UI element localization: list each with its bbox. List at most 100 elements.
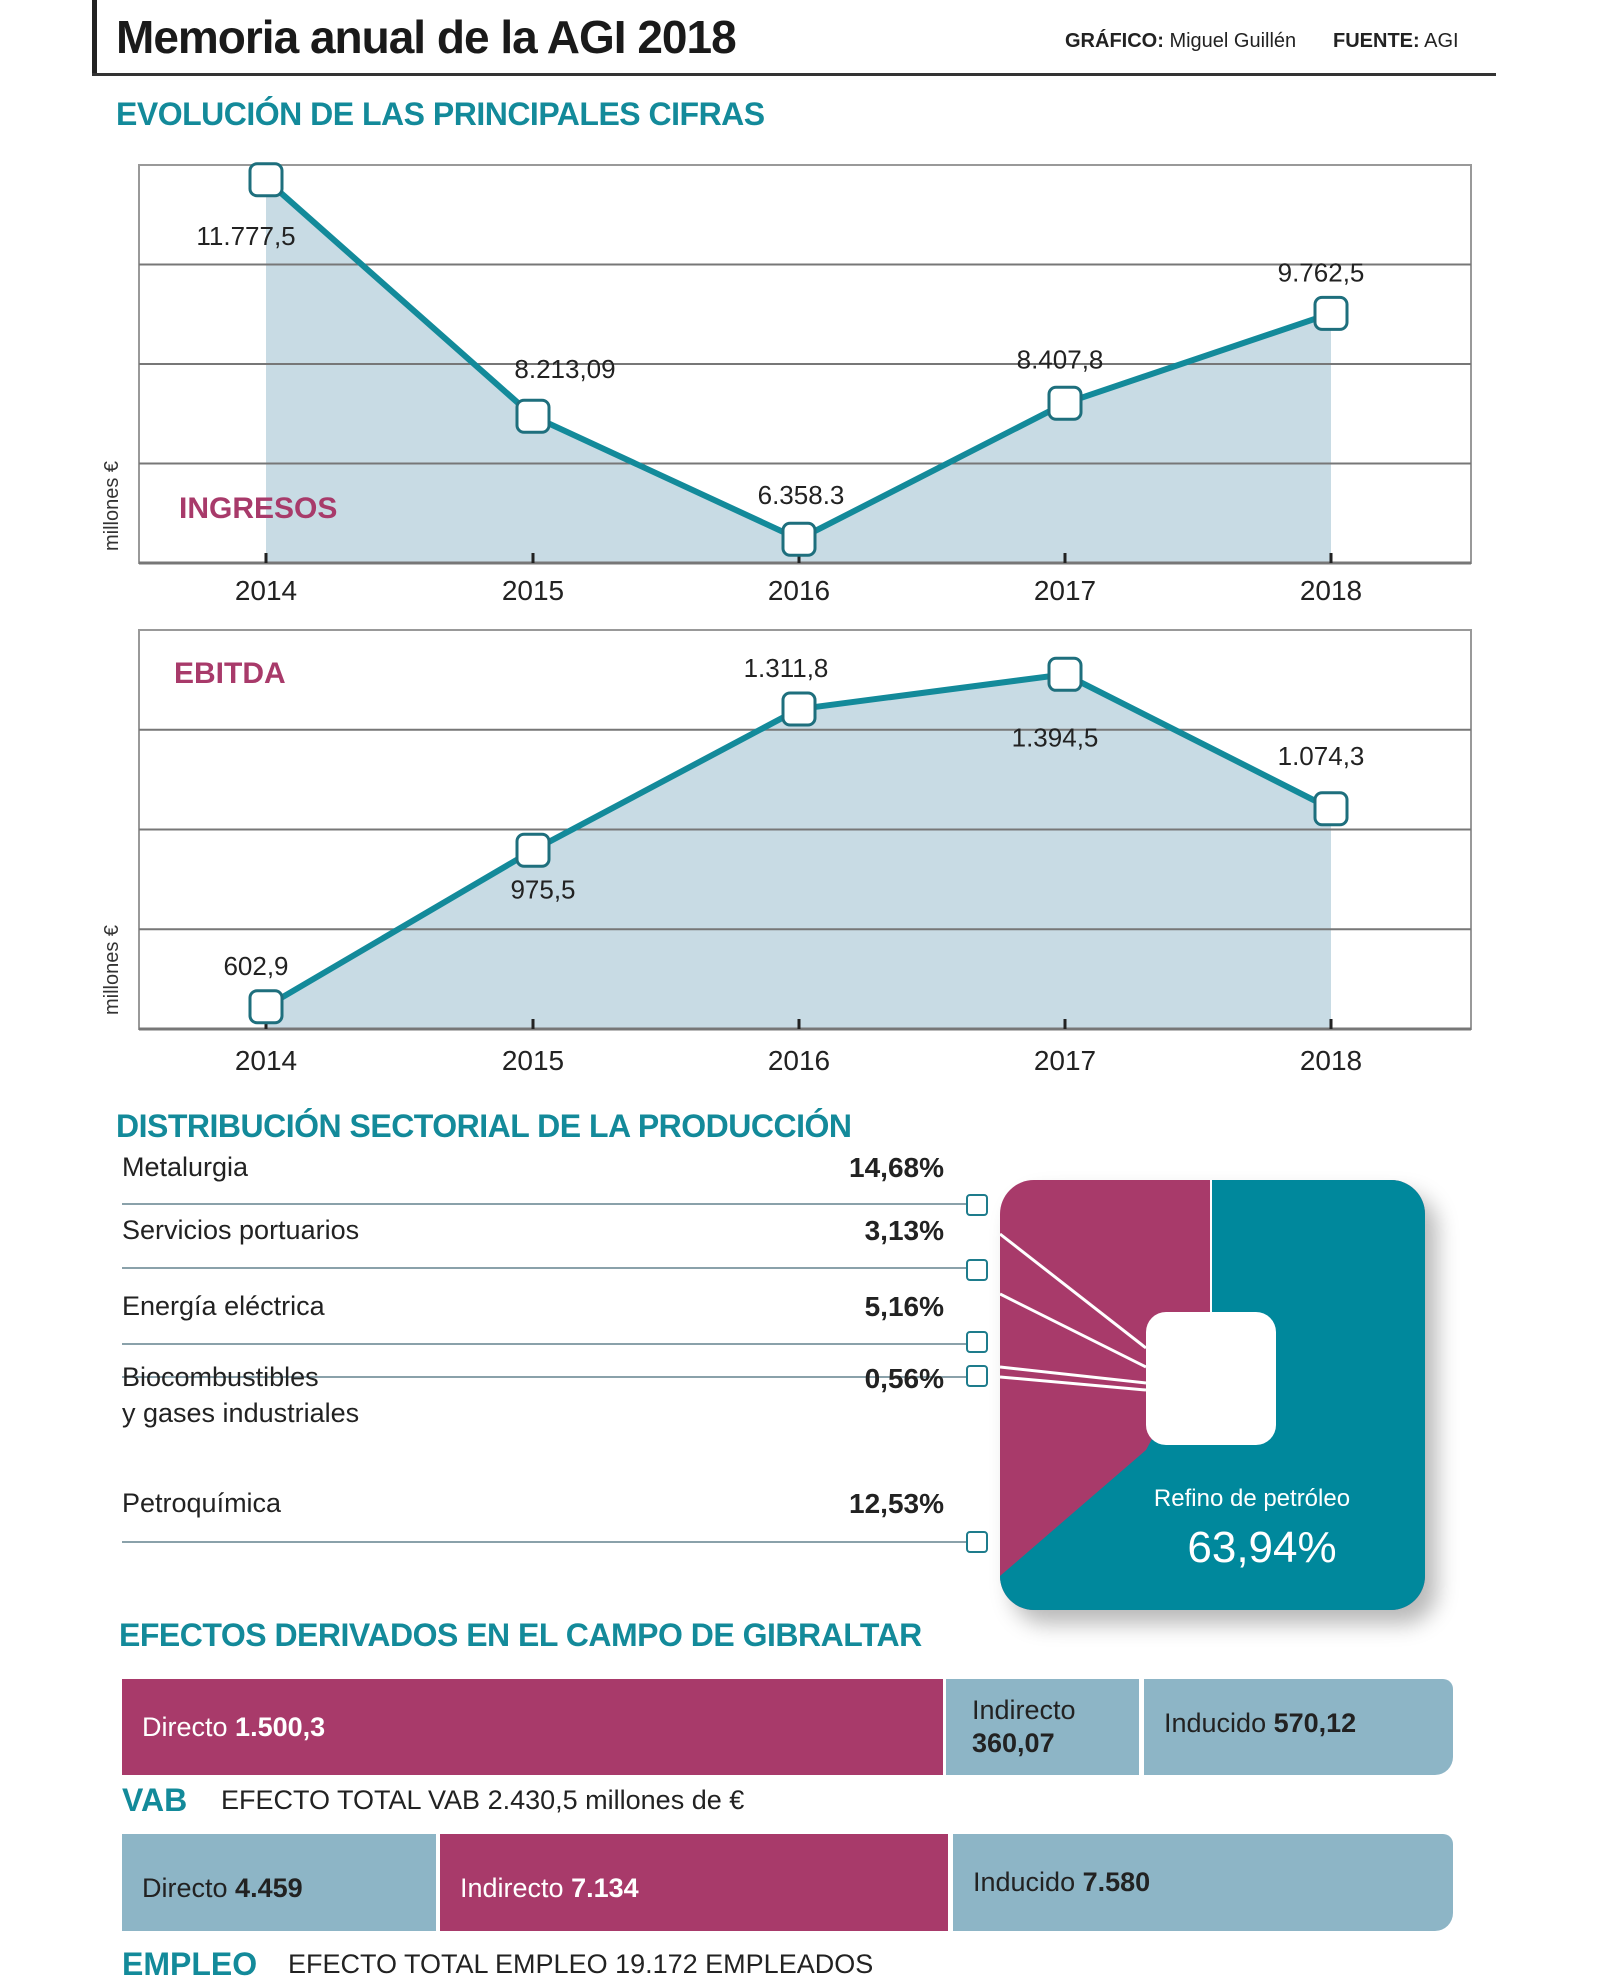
data-label: 1.311,8 (744, 653, 829, 683)
leader-rule (122, 1376, 972, 1378)
pie-hole (1146, 1312, 1276, 1445)
x-tick-label: 2017 (1034, 575, 1096, 606)
empleo-inducido-label: Inducido (973, 1867, 1076, 1897)
sector-label-biocombustibles-2: y gases industriales (122, 1398, 360, 1428)
sector-pct-energia: 5,16% (864, 1291, 944, 1322)
leader-rule (122, 1343, 972, 1345)
header-bar (92, 0, 97, 75)
data-point (515, 398, 551, 434)
credit-fuente-value: AGI (1424, 30, 1459, 52)
data-point (1047, 656, 1083, 692)
empleo-indirecto-bar: Indirecto 7.134 (440, 1834, 948, 1931)
pie-divider (1000, 1375, 1147, 1392)
vab-directo-bar: Directo 1.500,3 (122, 1679, 943, 1775)
data-label: 9.762,5 (1278, 257, 1365, 287)
data-point (1313, 295, 1349, 331)
vab-indirecto-label: Indirecto (972, 1695, 1076, 1725)
pie-label-refino: Refino de petróleo (1153, 1485, 1351, 1512)
leader-marker (966, 1331, 988, 1353)
x-tick-label: 2014 (235, 1045, 297, 1076)
sector-pct-petroquimica: 12,53% (849, 1488, 944, 1519)
vab-total: EFECTO TOTAL VAB 2.430,5 millones de € (221, 1785, 745, 1815)
section-title-evolucion: EVOLUCIÓN DE LAS PRINCIPALES CIFRAS (116, 96, 765, 132)
x-tick-label: 2016 (768, 1045, 830, 1076)
x-tick-label: 2015 (502, 1045, 564, 1076)
section-title-distribucion: DISTRIBUCIÓN SECTORIAL DE LA PRODUCCIÓN (116, 1108, 852, 1144)
empleo-indirecto-value: 7.134 (571, 1873, 639, 1903)
ebitda-chart: 2014 2015 2016 2017 2018 602,9 975,5 1.311,8 1.3… (101, 629, 1472, 1076)
credit-grafico: GRÁFICO: Miguel Guillén (1065, 30, 1296, 53)
pie-divider (1000, 1292, 1147, 1369)
sector-label-petroquimica: Petroquímica (122, 1488, 282, 1518)
credit-fuente: FUENTE: AGI (1333, 30, 1459, 53)
leader-rule (122, 1203, 972, 1205)
data-point (248, 989, 284, 1025)
data-point (1313, 791, 1349, 827)
leader-rule (122, 1541, 972, 1543)
x-tick-label: 2018 (1300, 575, 1362, 606)
x-tick-label: 2016 (768, 575, 830, 606)
ingresos-chart: 2014 2015 2016 2017 2018 11.777,5 8.213,09 6.35… (101, 162, 1472, 606)
credit-grafico-value: Miguel Guillén (1169, 30, 1297, 52)
empleo-inducido-bar: Inducido 7.580 (953, 1834, 1453, 1931)
credit-grafico-label: GRÁFICO: (1065, 30, 1164, 52)
empleo-indirecto-label: Indirecto (460, 1873, 564, 1903)
square-pie-svg (1000, 1180, 1425, 1610)
empleo-inducido-value: 7.580 (1082, 1867, 1151, 1897)
x-tick-label: 2015 (502, 575, 564, 606)
pie-value-refino: 63,94% (1187, 1523, 1337, 1572)
sector-label-servicios: Servicios portuarios (122, 1215, 360, 1245)
x-tick-label: 2018 (1300, 1045, 1362, 1076)
data-label: 602,9 (223, 951, 288, 981)
pie-divider (1000, 1365, 1147, 1385)
header-rule (92, 73, 1496, 76)
sector-label-metalurgia: Metalurgia (122, 1152, 249, 1182)
data-label: 975,5 (510, 874, 575, 904)
vab-directo-label: Directo (142, 1711, 228, 1742)
vab-key: VAB (122, 1782, 188, 1818)
y-axis-label: millones € (101, 461, 123, 551)
data-point (1047, 385, 1083, 421)
sector-pct-biocombustibles: 0,56% (864, 1363, 944, 1394)
square-pie-chart: Refino de petróleo 63,94% (1000, 1180, 1425, 1610)
pie-divider (1000, 1232, 1147, 1350)
empleo-total: EFECTO TOTAL EMPLEO 19.172 EMPLEADOS (288, 1949, 874, 1979)
leader-marker (966, 1259, 988, 1281)
line-charts: 2014 2015 2016 2017 2018 11.777,5 8.213,09 6.35… (101, 162, 1472, 1076)
leader-marker (966, 1365, 988, 1387)
area-fill (266, 674, 1331, 1029)
data-point (781, 691, 817, 727)
x-tick-label: 2017 (1034, 1045, 1096, 1076)
page-title: Memoria anual de la AGI 2018 (116, 11, 737, 63)
vab-inducido-bar: Inducido 570,12 (1144, 1679, 1453, 1775)
vab-directo-value: 1.500,3 (235, 1711, 326, 1742)
empleo-directo-label: Directo (142, 1873, 228, 1903)
vab-indirecto-bar: Indirecto 360,07 (946, 1679, 1139, 1775)
data-point (515, 832, 551, 868)
sector-label-energia: Energía eléctrica (122, 1291, 325, 1321)
data-label: 1.394,5 (1012, 722, 1099, 752)
data-label: 11.777,5 (196, 221, 295, 251)
empleo-directo-bar: Directo 4.459 (122, 1834, 436, 1931)
chart-title: INGRESOS (179, 492, 337, 525)
leader-marker (966, 1531, 988, 1553)
y-axis-label: millones € (101, 925, 123, 1015)
vab-inducido-value: 570,12 (1273, 1707, 1357, 1738)
vab-indirecto-value: 360,07 (972, 1728, 1055, 1758)
data-label: 1.074,3 (1278, 741, 1365, 771)
sector-label-biocombustibles: Biocombustibles (122, 1362, 319, 1392)
data-point (248, 162, 284, 198)
data-label: 8.213,09 (514, 354, 615, 384)
empleo-directo-value: 4.459 (235, 1873, 303, 1903)
sector-pct-metalurgia: 14,68% (849, 1152, 944, 1183)
area-fill (266, 179, 1331, 564)
empleo-key: EMPLEO (122, 1946, 258, 1982)
vab-inducido-label: Inducido (1164, 1707, 1267, 1738)
data-point (781, 521, 817, 557)
sector-pct-servicios: 3,13% (864, 1215, 944, 1246)
data-label: 8.407,8 (1017, 344, 1104, 374)
leader-rule (122, 1267, 972, 1269)
credit-fuente-label: FUENTE: (1333, 30, 1420, 52)
x-tick-label: 2014 (235, 575, 297, 606)
section-title-efectos: EFECTOS DERIVADOS EN EL CAMPO DE GIBRALT… (119, 1617, 922, 1653)
